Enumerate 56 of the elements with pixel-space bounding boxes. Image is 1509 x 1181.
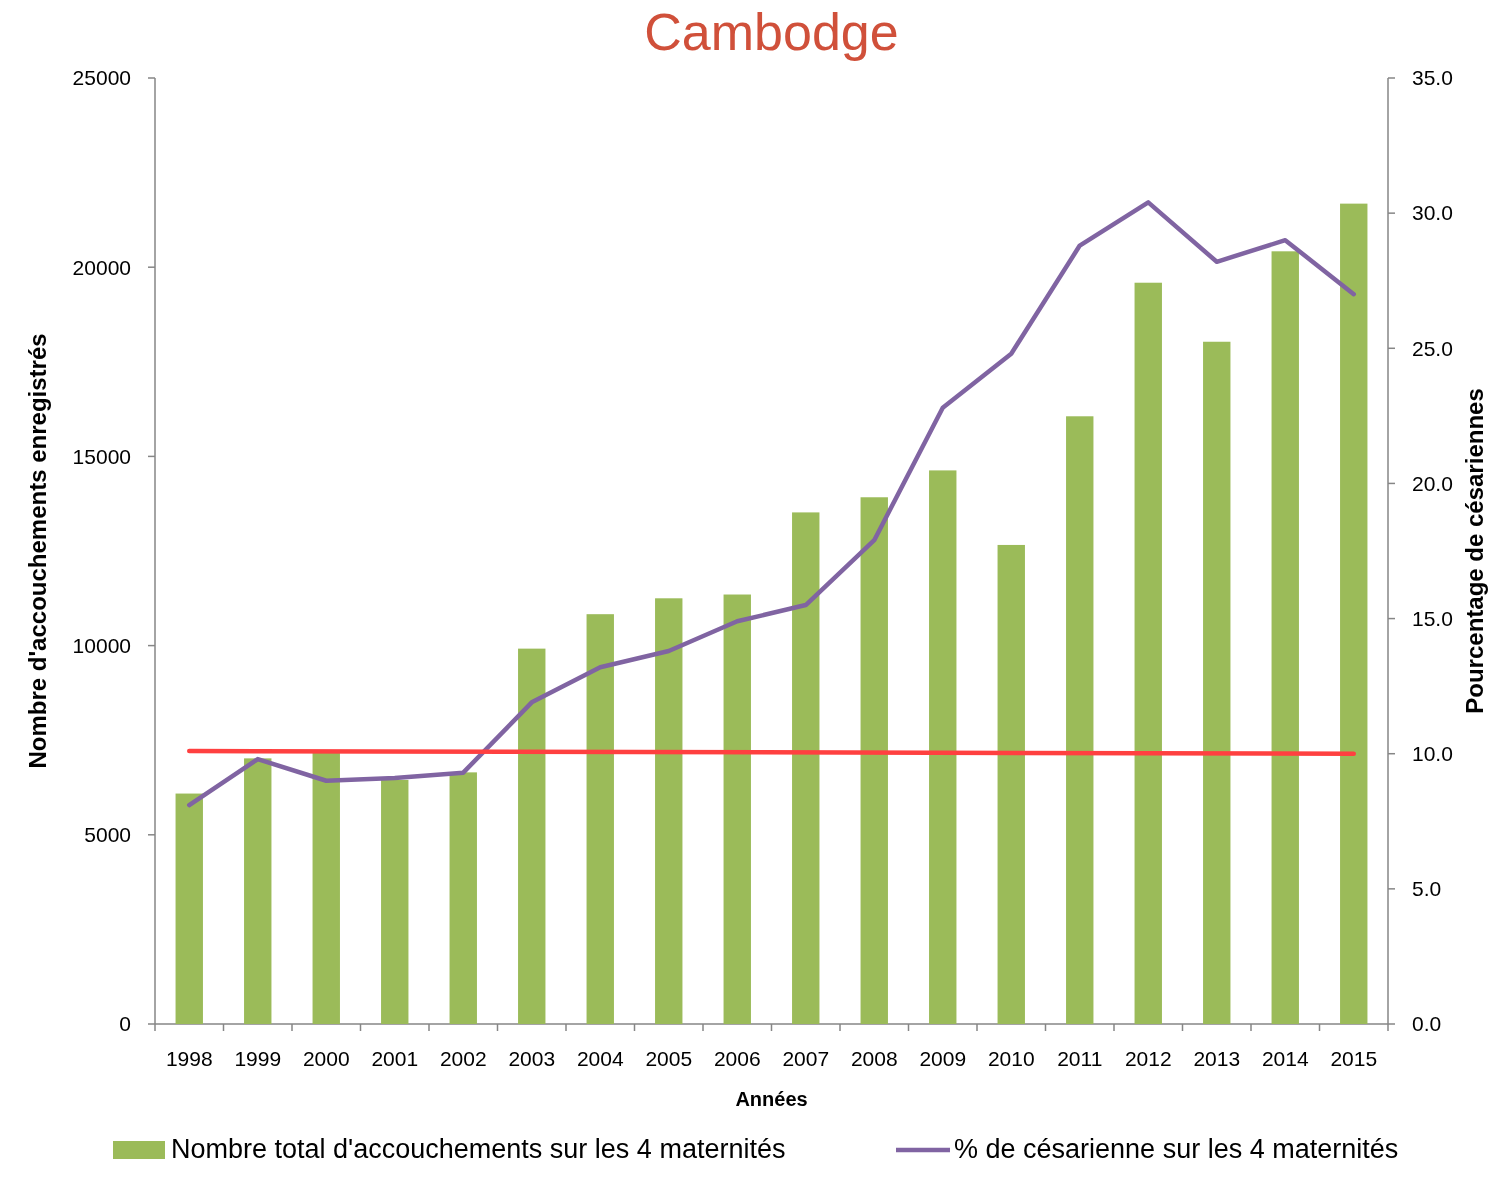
- x-tick-label: 2013: [1193, 1047, 1241, 1070]
- x-axis-title: Années: [735, 1088, 808, 1110]
- legend-label: Nombre total d'accouchements sur les 4 maternités: [171, 1134, 786, 1164]
- y-tick-label: 20000: [72, 255, 131, 279]
- x-tick-label: 2004: [576, 1047, 624, 1070]
- y2-axis-title: Pourcentage de césariennes: [1461, 388, 1488, 714]
- bar: [449, 772, 477, 1024]
- y-tick-label: 15000: [72, 444, 131, 468]
- bar: [997, 544, 1025, 1024]
- y2-tick-label: 15.0: [1412, 606, 1453, 630]
- x-tick-label: 2008: [850, 1047, 898, 1070]
- x-tick-label: 2003: [508, 1047, 556, 1070]
- x-tick-label: 2014: [1261, 1047, 1309, 1070]
- bar: [518, 648, 546, 1024]
- bar: [175, 793, 203, 1024]
- x-tick-label: 1998: [165, 1047, 213, 1070]
- x-tick-label: 2001: [371, 1047, 419, 1070]
- x-tick-label: 2011: [1057, 1047, 1103, 1070]
- bar: [1203, 341, 1231, 1024]
- bar: [586, 614, 614, 1024]
- x-tick-label: 2015: [1330, 1047, 1378, 1070]
- y2-tick-label: 5.0: [1412, 877, 1442, 901]
- y-axis-title: Nombre d'accouchements enregistrés: [24, 333, 51, 769]
- y-tick-label: 10000: [72, 633, 131, 657]
- x-tick-label: 2002: [439, 1047, 487, 1070]
- bar: [1066, 416, 1094, 1024]
- x-tick-label: 2005: [645, 1047, 693, 1070]
- chart-title: Cambodge: [644, 3, 899, 61]
- y2-tick-label: 35.0: [1412, 66, 1453, 90]
- bar: [860, 497, 888, 1024]
- bar: [723, 594, 751, 1024]
- bar: [381, 779, 409, 1024]
- bar: [655, 598, 683, 1024]
- x-tick-label: 2010: [987, 1047, 1035, 1070]
- x-tick-label: 1999: [234, 1047, 282, 1070]
- y2-tick-label: 20.0: [1412, 471, 1453, 495]
- x-tick-label: 2012: [1124, 1047, 1172, 1070]
- bar: [792, 512, 820, 1024]
- line-series: [187, 200, 1356, 808]
- x-tick-label: 2006: [713, 1047, 761, 1070]
- bar: [244, 758, 272, 1024]
- y-tick-label: 5000: [84, 823, 131, 847]
- y2-tick-label: 30.0: [1412, 201, 1453, 225]
- bar: [929, 470, 957, 1024]
- x-tick-label: 2007: [782, 1047, 830, 1070]
- x-tick-label: 2000: [302, 1047, 350, 1070]
- y2-tick-label: 10.0: [1412, 742, 1453, 766]
- y2-tick-label: 25.0: [1412, 336, 1453, 360]
- bar: [1340, 203, 1368, 1024]
- x-tick-label: 2009: [919, 1047, 967, 1070]
- legend-label: % de césarienne sur les 4 maternités: [954, 1134, 1399, 1164]
- bar: [1271, 251, 1299, 1024]
- y-tick-label: 0: [119, 1012, 131, 1036]
- y-tick-label: 25000: [72, 66, 131, 90]
- bar: [1134, 282, 1162, 1024]
- y2-tick-label: 0.0: [1412, 1012, 1442, 1036]
